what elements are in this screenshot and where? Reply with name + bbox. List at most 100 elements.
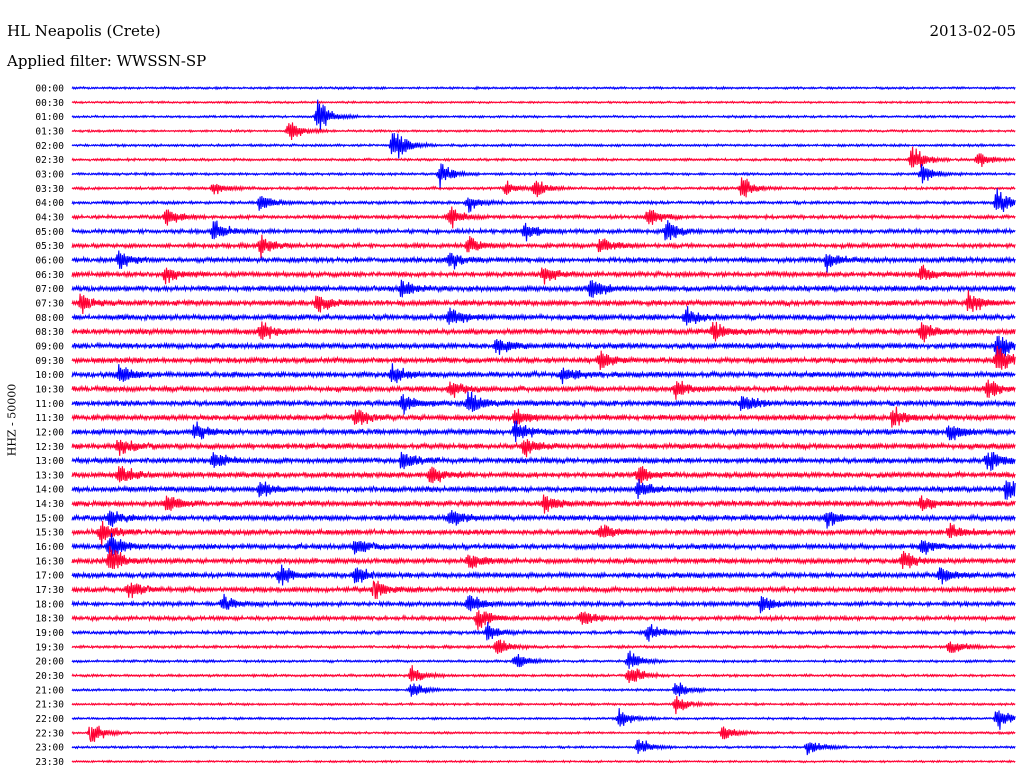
time-tick-label: 07:00 [35,284,64,295]
trace-row [71,665,1016,684]
trace-row [71,533,1016,556]
trace-row [71,363,1016,385]
trace-row [71,478,1016,500]
trace-row [71,420,1016,443]
trace-row [71,593,1016,614]
time-tick-label: 23:30 [35,757,64,768]
time-tick-label: 07:30 [35,298,64,309]
time-tick-label: 18:30 [35,614,64,625]
time-tick-label: 23:00 [35,743,64,754]
trace-row [71,759,1016,764]
time-tick-label: 19:00 [35,628,64,639]
station-title: HL Neapolis (Crete) [7,22,161,40]
trace-row [71,306,1016,326]
time-tick-label: 12:30 [35,442,64,453]
time-tick-label: 13:00 [35,456,64,467]
time-tick-label: 06:30 [35,270,64,281]
time-tick-label: 04:00 [35,198,64,209]
time-tick-label: 10:00 [35,370,64,381]
trace-row [71,321,1016,343]
time-tick-label: 22:00 [35,714,64,725]
trace-row [71,639,1016,654]
trace-row [71,99,1016,130]
time-tick-label: 03:00 [35,169,64,180]
trace-row [71,406,1016,428]
trace-row [71,220,1016,242]
time-tick-label: 16:00 [35,542,64,553]
trace-row [71,132,1016,159]
time-tick-label: 08:30 [35,327,64,338]
time-tick-label: 06:00 [35,255,64,266]
trace-row [71,739,1016,756]
trace-row [71,391,1016,415]
trace-row [71,621,1016,642]
time-tick-label: 01:30 [35,126,64,137]
time-tick-label: 20:00 [35,657,64,668]
time-tick-label: 01:00 [35,112,64,123]
time-tick-label: 22:30 [35,728,64,739]
trace-row [71,520,1016,547]
trace-row [71,509,1016,529]
time-tick-label: 20:30 [35,671,64,682]
time-tick-label: 09:30 [35,356,64,367]
trace-row [71,725,1016,742]
time-tick-label: 05:30 [35,241,64,252]
trace-row [71,695,1016,715]
trace-row [71,163,1016,189]
trace-row [71,546,1016,570]
trace-row [71,264,1016,285]
time-tick-label: 03:30 [35,184,64,195]
trace-row [71,466,1016,484]
trace-row [71,290,1016,315]
time-tick-label: 17:30 [35,585,64,596]
time-tick-label: 15:30 [35,528,64,539]
time-tick-label: 13:30 [35,470,64,481]
time-tick-label: 16:30 [35,556,64,567]
trace-row [71,494,1016,514]
time-tick-label: 19:30 [35,642,64,653]
time-tick-label: 17:00 [35,571,64,582]
time-tick-label: 21:30 [35,700,64,711]
time-tick-label: 15:00 [35,513,64,524]
time-tick-label: 00:30 [35,98,64,109]
trace-row [71,682,1016,697]
time-tick-label: 02:00 [35,141,64,152]
time-tick-label: 10:30 [35,384,64,395]
trace-row [71,234,1016,259]
time-tick-label: 05:00 [35,227,64,238]
trace-row [71,439,1016,458]
date-label: 2013-02-05 [929,22,1016,40]
trace-row [71,188,1016,213]
time-tick-label: 04:30 [35,212,64,223]
trace-row [71,610,1016,630]
time-tick-label: 00:00 [35,84,64,95]
time-tick-label: 02:30 [35,155,64,166]
time-tick-label: 21:00 [35,685,64,696]
time-tick-label: 14:00 [35,485,64,496]
time-tick-label: 12:00 [35,427,64,438]
trace-row [71,335,1016,360]
trace-row [71,650,1016,669]
trace-row [71,177,1016,198]
time-tick-label: 08:00 [35,313,64,324]
trace-row [71,580,1016,600]
trace-row [71,85,1016,91]
trace-row [71,122,1016,141]
time-tick-label: 11:30 [35,413,64,424]
time-tick-label: 18:00 [35,599,64,610]
trace-row [71,345,1016,371]
time-tick-label: 09:00 [35,341,64,352]
trace-row [71,451,1016,471]
trace-row [71,708,1016,730]
trace-row [71,146,1016,168]
filter-label: Applied filter: WWSSN-SP [7,52,207,70]
trace-row [71,279,1016,298]
trace-row [71,564,1016,586]
trace-row [71,379,1016,400]
time-tick-label: 11:00 [35,399,64,410]
trace-row [71,100,1016,105]
trace-row [71,206,1016,229]
trace-row [71,250,1016,273]
